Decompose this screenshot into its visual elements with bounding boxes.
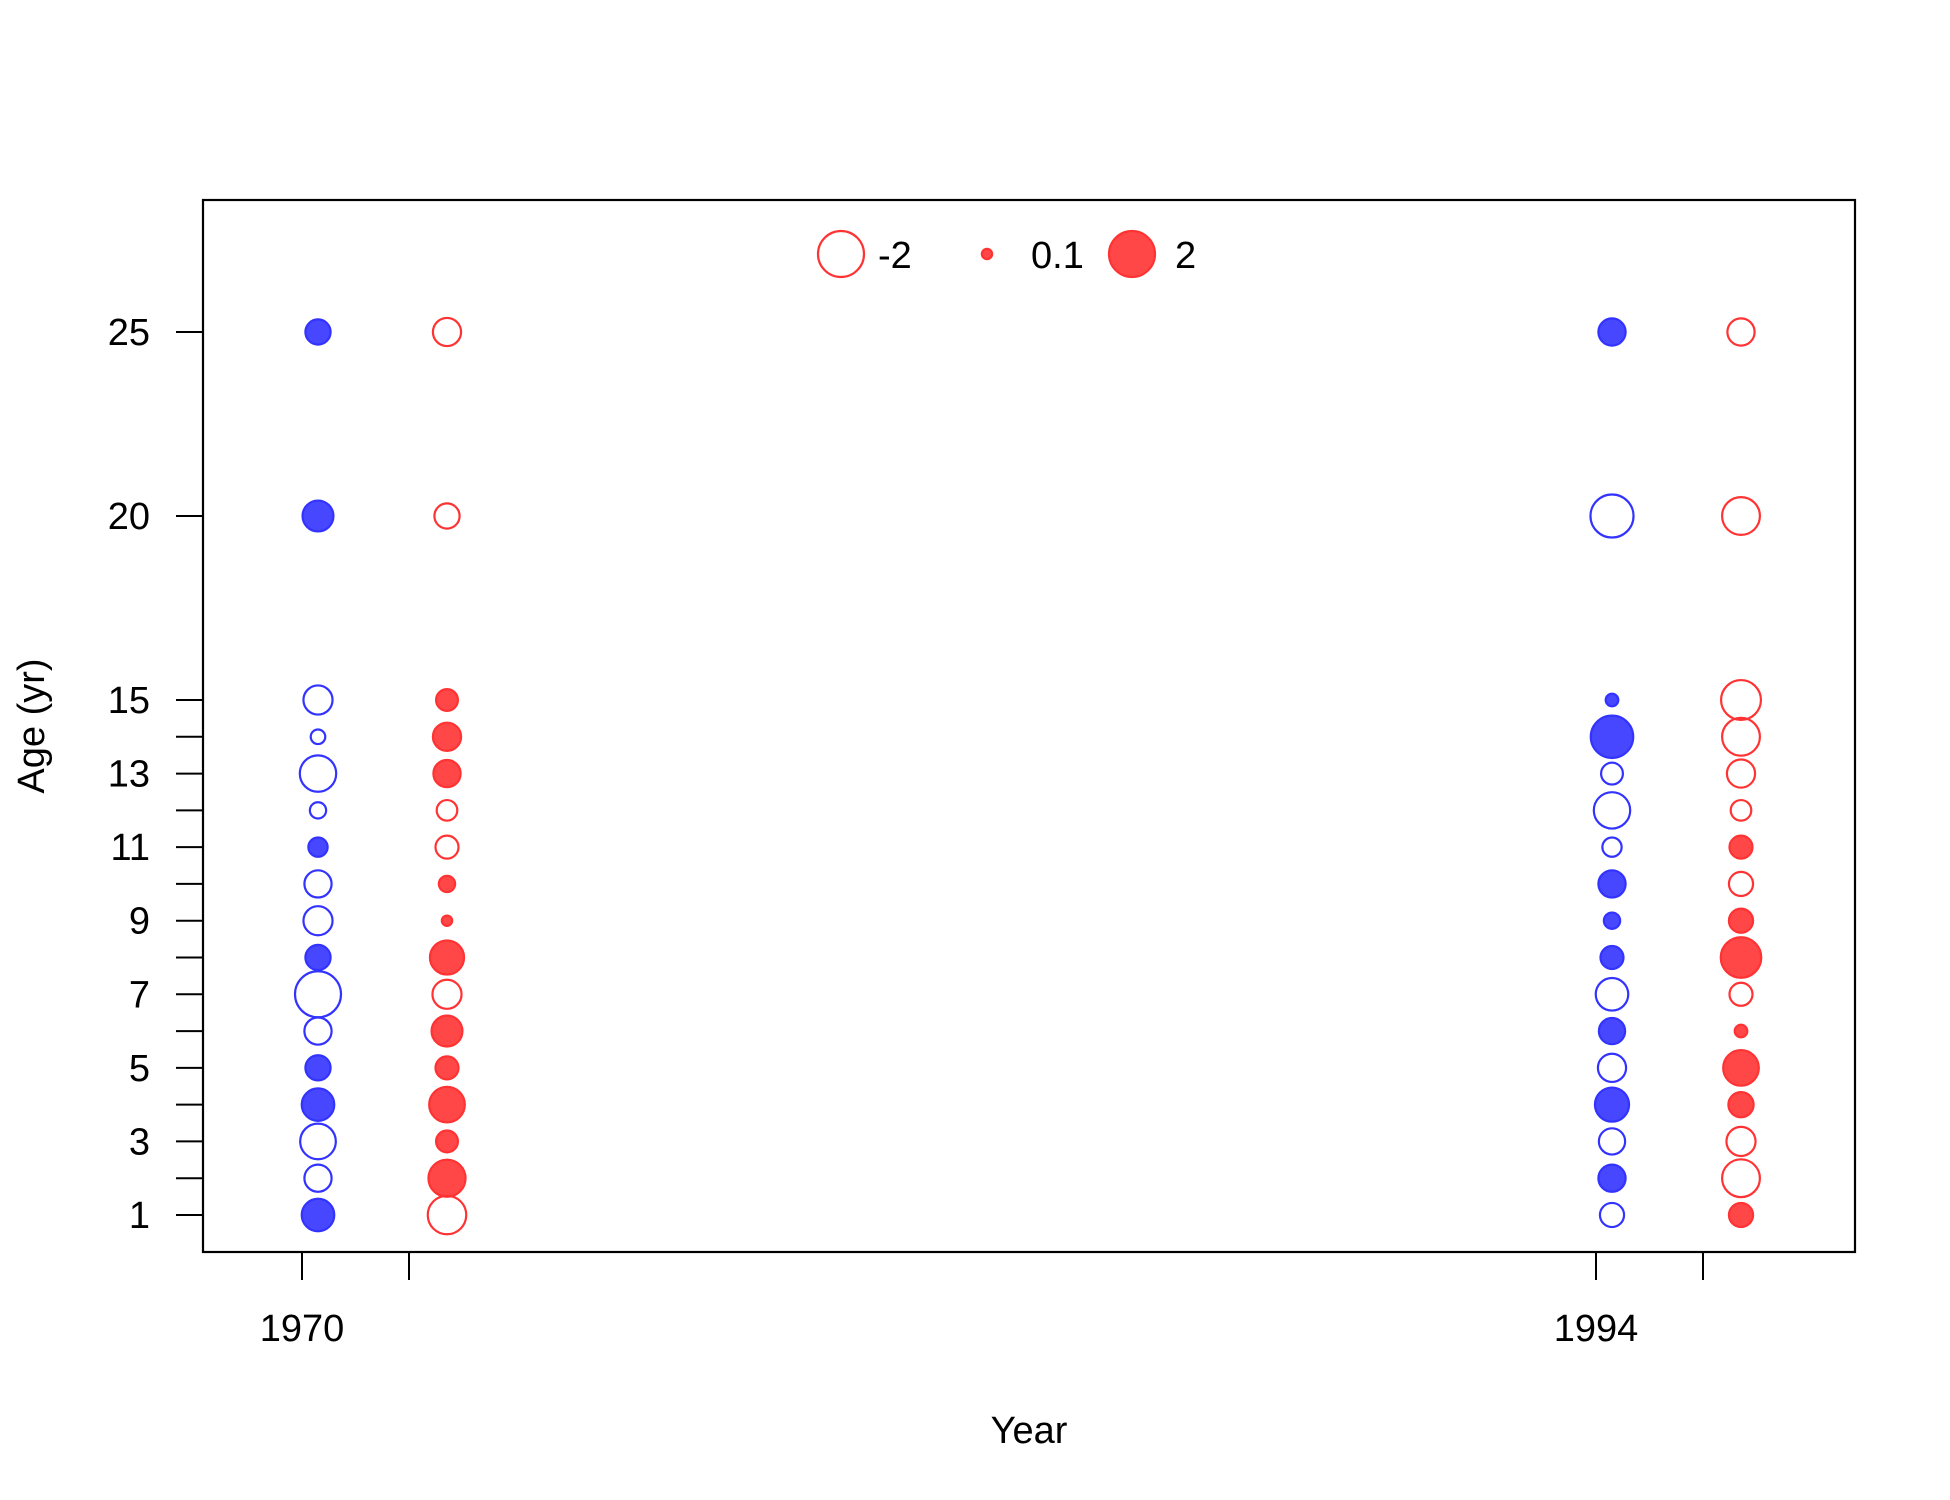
y-tick-label: 20 [108, 496, 150, 538]
negative-residual-bubble [435, 798, 459, 822]
positive-residual-bubble [437, 874, 457, 894]
legend-bubble [980, 247, 994, 261]
positive-residual-bubble [428, 939, 466, 976]
y-tick-label: 13 [108, 754, 150, 796]
y-axis-title: Age (yr) [11, 658, 53, 793]
negative-residual-bubble [1721, 716, 1761, 757]
positive-residual-bubble [307, 836, 329, 858]
y-tick-label: 7 [129, 974, 150, 1016]
positive-residual-bubble [1727, 907, 1755, 934]
y-tick-label: 5 [129, 1048, 150, 1090]
negative-residual-bubble [1592, 791, 1632, 830]
negative-residual-bubble [303, 1016, 333, 1046]
negative-residual-bubble [302, 684, 334, 716]
negative-residual-bubble [293, 970, 343, 1019]
positive-residual-bubble [1597, 1163, 1627, 1193]
negative-residual-bubble [431, 978, 463, 1010]
negative-residual-bubble [1725, 758, 1757, 789]
y-tick-label: 9 [129, 901, 150, 943]
negative-residual-bubble [433, 502, 461, 530]
negative-residual-bubble [309, 728, 327, 746]
negative-residual-bubble [1729, 798, 1753, 822]
x-tick-label: 1970 [260, 1308, 345, 1350]
negative-residual-bubble [426, 1194, 468, 1236]
x-axis: 1970 1994 [260, 1252, 1704, 1350]
y-tick-label: 1 [129, 1195, 150, 1237]
negative-residual-bubble [302, 905, 334, 937]
negative-residual-bubble [303, 1163, 333, 1193]
positive-residual-bubble [1728, 834, 1754, 860]
negative-residual-bubble [1599, 761, 1625, 786]
legend-label: 0.1 [1031, 235, 1084, 277]
legend-label: 2 [1175, 235, 1196, 277]
positive-residual-bubble [1593, 1086, 1631, 1123]
positive-residual-bubble [1722, 1048, 1760, 1087]
negative-residual-bubble [308, 801, 328, 820]
positive-residual-bubble [1597, 317, 1627, 347]
positive-residual-bubble [1727, 1090, 1755, 1119]
positive-residual-bubble [434, 1129, 460, 1154]
positive-residual-bubble [432, 758, 462, 789]
negative-residual-bubble [431, 316, 463, 348]
negative-residual-bubble [1726, 317, 1756, 347]
negative-residual-bubble [303, 869, 333, 899]
positive-residual-bubble [430, 1014, 464, 1048]
negative-residual-bubble [1721, 1158, 1761, 1199]
positive-residual-bubble [1733, 1023, 1749, 1039]
legend-bubble [1107, 229, 1157, 279]
positive-residual-bubble [1599, 944, 1625, 971]
negative-residual-bubble [1725, 1125, 1757, 1158]
positive-residual-bubble [300, 1087, 336, 1123]
negative-residual-bubble [434, 834, 460, 860]
positive-residual-bubble [434, 1055, 460, 1081]
positive-residual-bubble [1597, 1016, 1627, 1046]
positive-residual-bubble [431, 721, 463, 752]
positive-residual-bubble [304, 318, 332, 346]
positive-residual-bubble [304, 943, 332, 972]
positive-residual-bubble [440, 914, 454, 927]
positive-residual-bubble [1597, 869, 1627, 899]
y-tick-label: 25 [108, 312, 150, 354]
negative-residual-bubble [1589, 493, 1635, 539]
negative-residual-bubble [1598, 1201, 1626, 1229]
positive-residual-bubble [1602, 911, 1622, 930]
positive-residual-bubble [428, 1085, 466, 1124]
positive-residual-bubble [1719, 936, 1763, 979]
negative-residual-bubble [1727, 870, 1755, 898]
positive-residual-bubble [1589, 714, 1635, 760]
y-tick-label: 11 [111, 827, 150, 869]
positive-residual-bubble [427, 1158, 467, 1198]
positive-residual-bubble [434, 687, 460, 713]
negative-residual-bubble [1597, 1127, 1627, 1156]
negative-residual-bubble [1601, 836, 1623, 858]
negative-residual-bubble [1721, 496, 1761, 536]
negative-residual-bubble [1719, 678, 1763, 722]
plot-frame [201, 198, 1857, 1254]
x-axis-title: Year [991, 1410, 1068, 1452]
negative-residual-bubble [1596, 1052, 1628, 1084]
positive-residual-bubble [1604, 692, 1620, 708]
negative-residual-bubble [1728, 981, 1754, 1007]
positive-residual-bubble [300, 1197, 336, 1233]
negative-residual-bubble [298, 754, 338, 793]
legend-bubble [816, 229, 866, 279]
positive-residual-bubble [304, 1054, 332, 1082]
y-tick-label: 3 [129, 1121, 150, 1163]
x-tick-label: 1994 [1554, 1308, 1639, 1350]
legend-label: -2 [878, 235, 912, 277]
bubble-layer [293, 316, 1763, 1236]
positive-residual-bubble [1727, 1201, 1755, 1229]
negative-residual-bubble [299, 1122, 337, 1161]
negative-residual-bubble [1594, 976, 1630, 1012]
legend: -2 0.1 2 [816, 229, 1196, 279]
positive-residual-bubble [301, 499, 335, 533]
y-tick-label: 15 [108, 680, 150, 722]
